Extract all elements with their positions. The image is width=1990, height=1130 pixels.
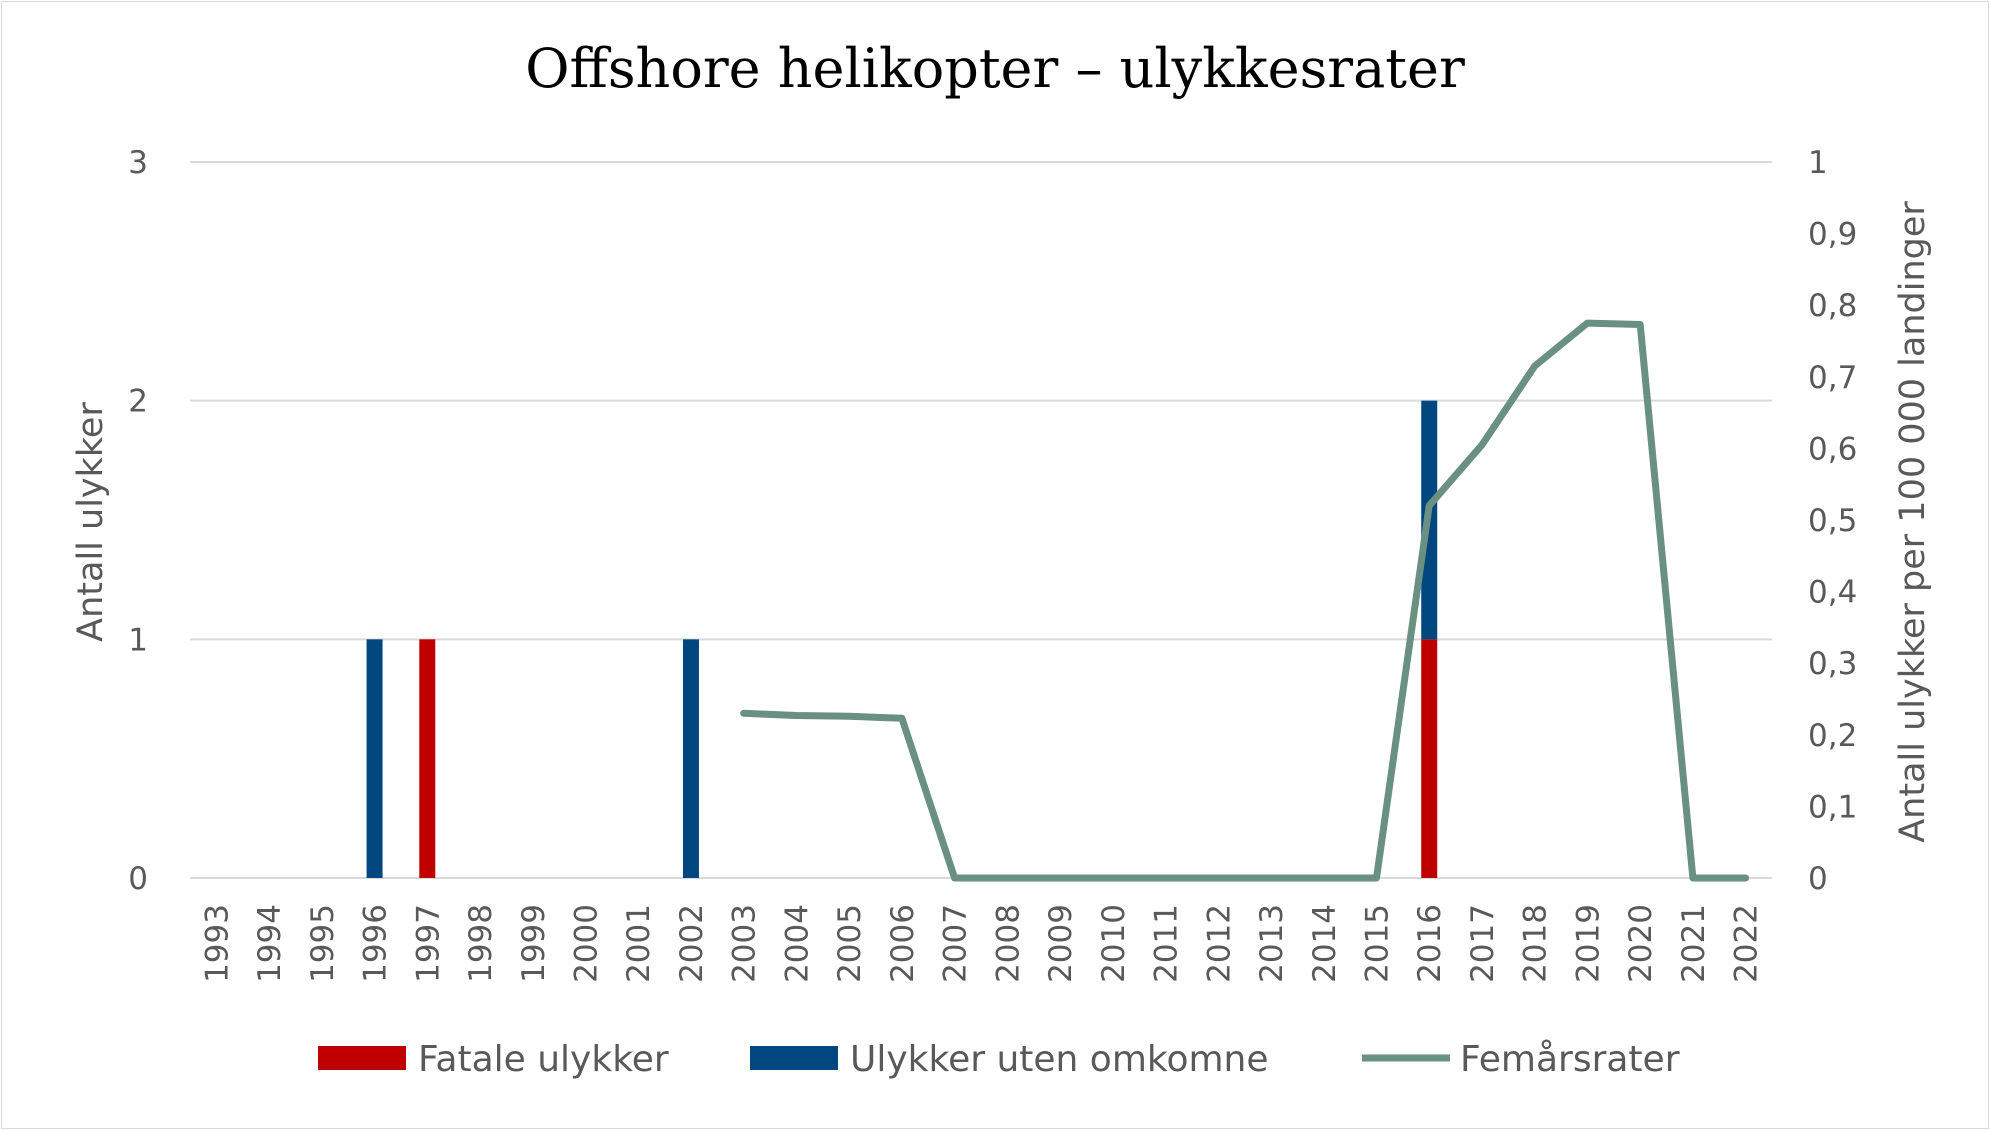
x-tick-label: 2018 <box>1518 904 1554 983</box>
right-tick-label: 0,7 <box>1808 360 1857 396</box>
legend-label-fatale: Fatale ulykker <box>418 1039 669 1080</box>
left-tick-label: 2 <box>128 384 148 420</box>
x-tick-label: 2001 <box>621 904 657 983</box>
bar-2002-series-1 <box>682 639 699 878</box>
x-tick-label: 1996 <box>358 904 394 983</box>
x-tick-label: 2017 <box>1465 904 1501 983</box>
rate-line <box>740 319 1750 882</box>
bar-2016-series-0 <box>1421 639 1438 878</box>
x-tick-label: 2007 <box>938 904 974 983</box>
bar-1997-series-0 <box>419 639 436 878</box>
x-tick-label: 2020 <box>1623 904 1659 983</box>
x-tick-label: 2014 <box>1307 904 1343 983</box>
chart-title: Offshore helikopter – ulykkesrater <box>525 37 1465 100</box>
legend-label-femarsrater: Femårsrater <box>1460 1039 1680 1080</box>
bar-1996-series-1 <box>366 639 383 878</box>
x-tick-label: 2021 <box>1676 904 1712 983</box>
x-tick-label: 2015 <box>1360 904 1396 983</box>
x-tick-label: 1993 <box>199 904 235 983</box>
right-tick-label: 0,5 <box>1808 503 1857 539</box>
x-tick-label: 2019 <box>1570 904 1606 983</box>
x-tick-label: 1997 <box>410 904 446 983</box>
right-axis-ticks: 0 0,1 0,2 0,3 0,4 0,5 0,6 0,7 0,8 0,9 1 <box>1808 145 1857 897</box>
right-tick-label: 0,9 <box>1808 217 1857 253</box>
x-tick-label: 1994 <box>252 904 288 983</box>
x-tick-label: 2008 <box>990 904 1026 983</box>
right-tick-label: 0,3 <box>1808 646 1857 682</box>
x-tick-label: 2004 <box>779 904 815 983</box>
x-tick-label: 2012 <box>1201 904 1237 983</box>
x-tick-label: 2009 <box>1043 904 1079 983</box>
x-axis-ticks: 1993 1994 1995 1996 1997 1998 1999 2000 2001 2002… <box>199 904 1764 983</box>
x-tick-label: 1998 <box>463 904 499 983</box>
x-tick-label: 2016 <box>1412 904 1448 983</box>
legend-label-uten-omkomne: Ulykker uten omkomne <box>850 1039 1269 1080</box>
right-tick-label: 0,8 <box>1808 288 1857 324</box>
x-tick-label: 2006 <box>885 904 921 983</box>
left-axis-title: Antall ulykker <box>71 402 111 642</box>
x-tick-label: 2013 <box>1254 904 1290 983</box>
left-tick-label: 3 <box>128 145 148 181</box>
x-tick-label: 2002 <box>674 904 710 983</box>
legend-swatch-uten-omkomne <box>750 1046 838 1070</box>
right-tick-label: 0 <box>1808 861 1828 897</box>
x-tick-label: 2000 <box>569 904 605 983</box>
bars <box>366 400 1438 878</box>
x-tick-label: 2022 <box>1729 904 1765 983</box>
right-tick-label: 0,1 <box>1808 789 1857 825</box>
left-tick-label: 0 <box>128 861 148 897</box>
legend-swatch-fatale <box>318 1046 406 1070</box>
series-line-femarsrater <box>740 319 1750 882</box>
right-tick-label: 0,2 <box>1808 718 1857 754</box>
x-tick-label: 2003 <box>727 904 763 983</box>
x-tick-label: 1995 <box>305 904 341 983</box>
left-tick-label: 1 <box>128 622 148 658</box>
x-tick-label: 2011 <box>1149 904 1185 983</box>
right-axis-title: Antall ulykker per 100 000 landinger <box>1893 201 1933 843</box>
left-axis-ticks: 0 1 2 3 <box>128 145 148 897</box>
right-tick-label: 0,6 <box>1808 431 1857 467</box>
legend: Fatale ulykker Ulykker uten omkomne Femå… <box>318 1039 1680 1080</box>
x-tick-label: 2005 <box>832 904 868 983</box>
right-tick-label: 0,4 <box>1808 575 1857 611</box>
x-tick-label: 1999 <box>516 904 552 983</box>
right-tick-label: 1 <box>1808 145 1828 181</box>
x-tick-label: 2010 <box>1096 904 1132 983</box>
